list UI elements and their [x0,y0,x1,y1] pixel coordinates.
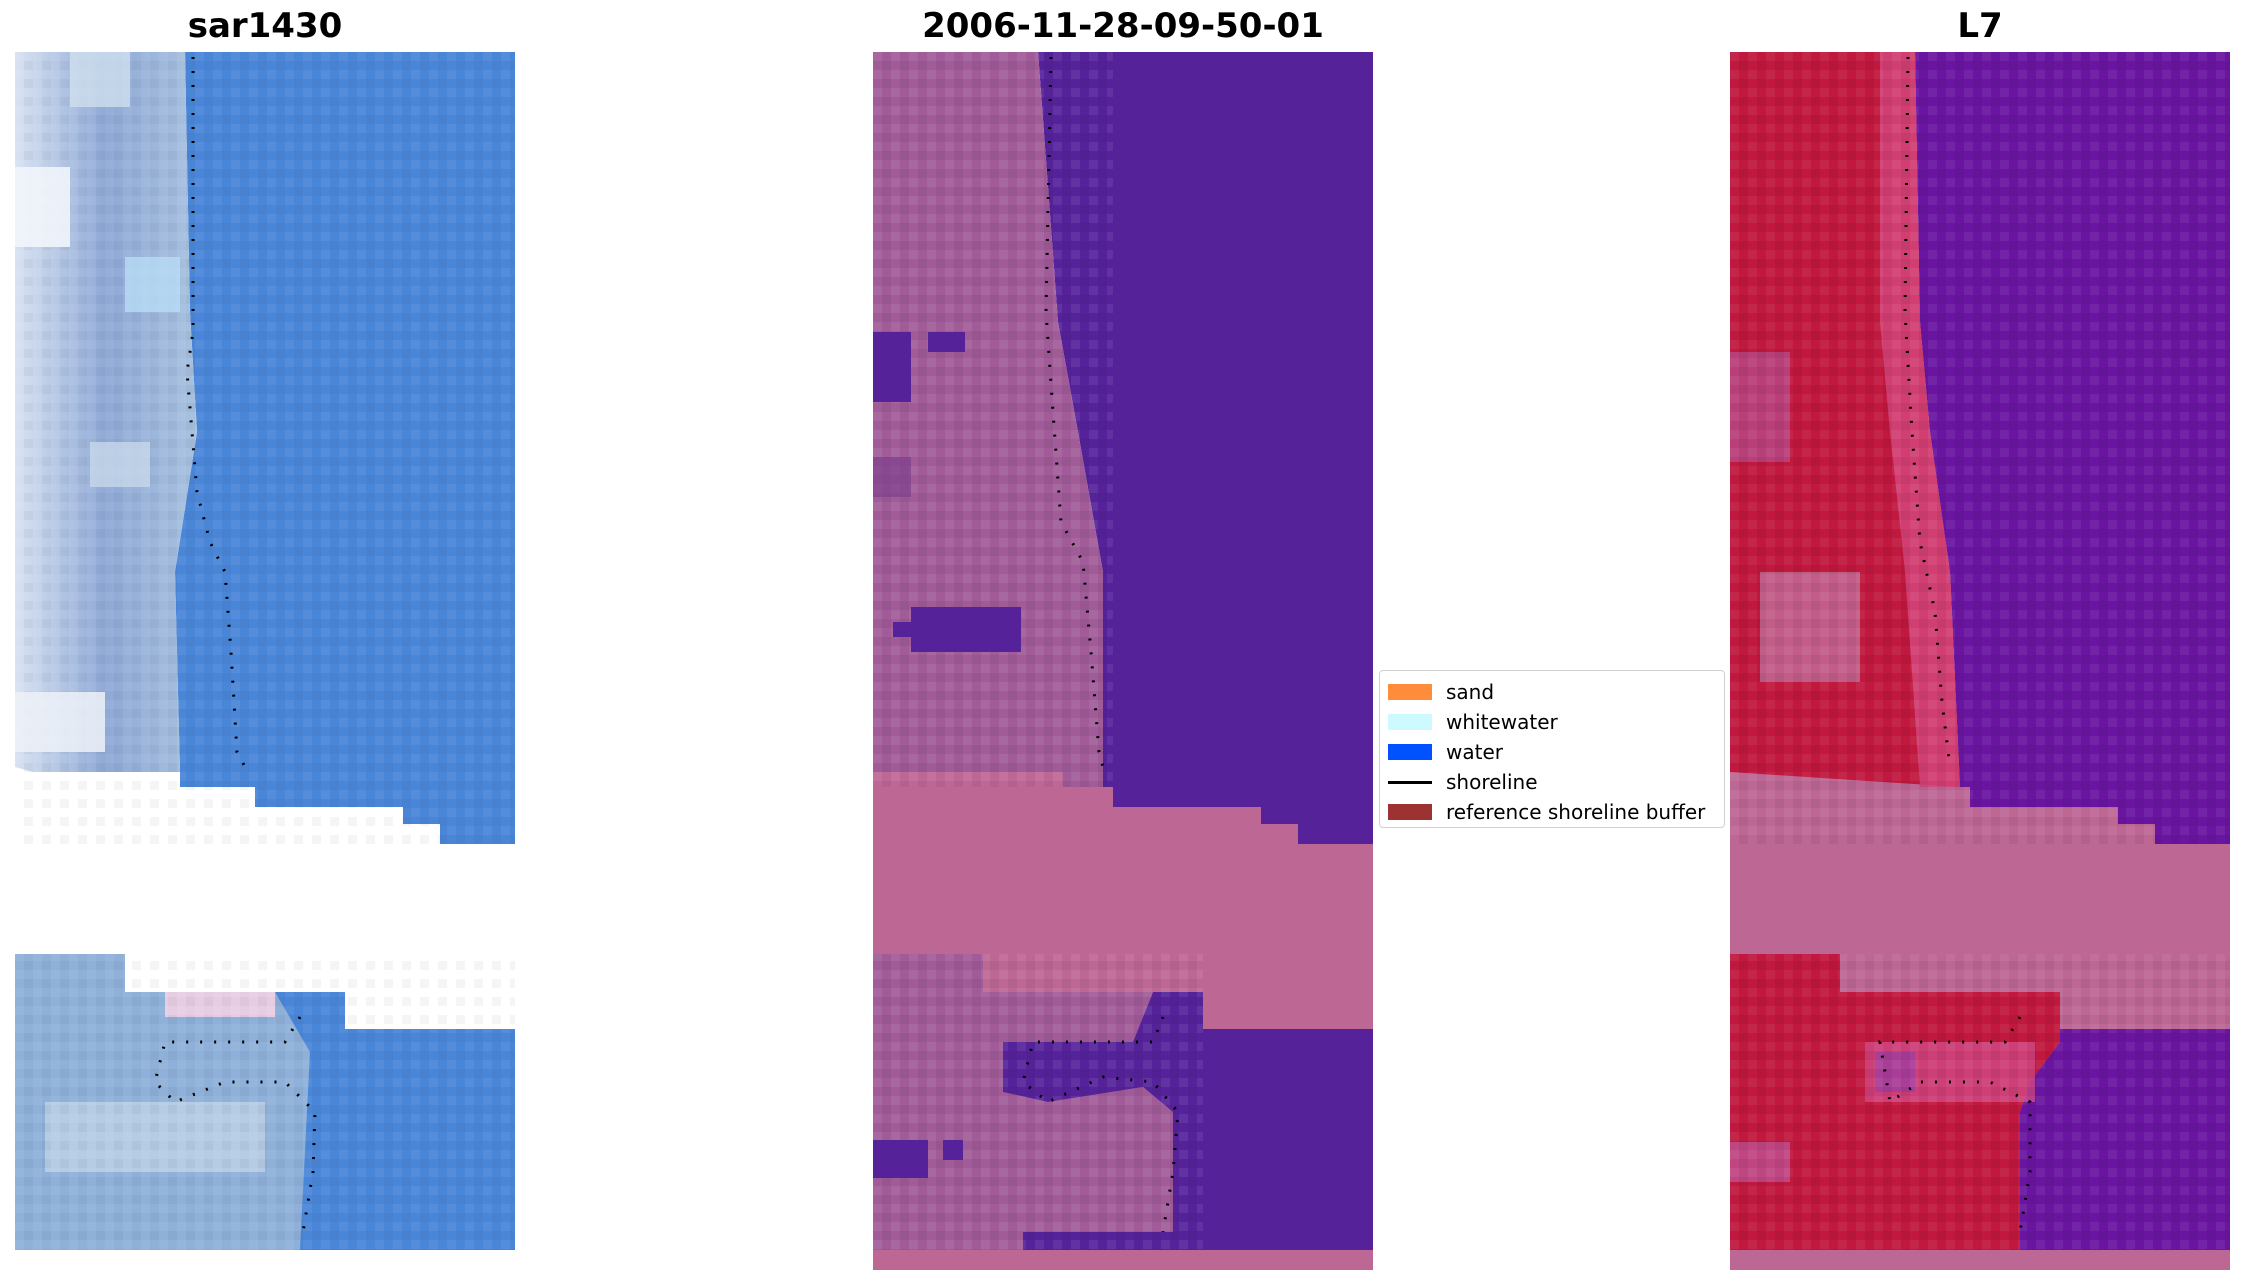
panel-title-rgb: sar1430 [187,6,343,46]
index-image-panel [1730,52,2230,1270]
legend-item-whitewater: whitewater [1388,707,1716,737]
panel-title-index: L7 [1957,6,2003,46]
legend-label: whitewater [1446,710,1558,734]
rgb-image-panel [15,52,515,1270]
legend-item-sand: sand [1388,677,1716,707]
legend-patch-icon [1388,714,1432,730]
index-image [1730,52,2230,1270]
classified-image-panel [873,52,1373,1270]
legend-label: shoreline [1446,770,1538,794]
legend-label: water [1446,740,1503,764]
legend-patch-icon [1388,744,1432,760]
legend-item-shoreline: shoreline [1388,767,1716,797]
legend-item-water: water [1388,737,1716,767]
legend-patch-icon [1388,804,1432,820]
panel-title-classified: 2006-11-28-09-50-01 [922,6,1324,46]
shoreline-index-lower [1878,1016,2032,1233]
rgb-image [15,52,515,1250]
legend: sand whitewater water shoreline reference sh… [1379,670,1725,828]
legend-label: sand [1446,680,1495,704]
legend-label: reference shoreline buffer [1446,800,1706,824]
classified-image [873,52,1373,1270]
legend-item-reference-shoreline-buffer: reference shoreline buffer [1388,797,1716,827]
legend-patch-icon [1388,684,1432,700]
classified-water-upper [1038,52,1373,844]
legend-line-icon [1388,780,1432,784]
